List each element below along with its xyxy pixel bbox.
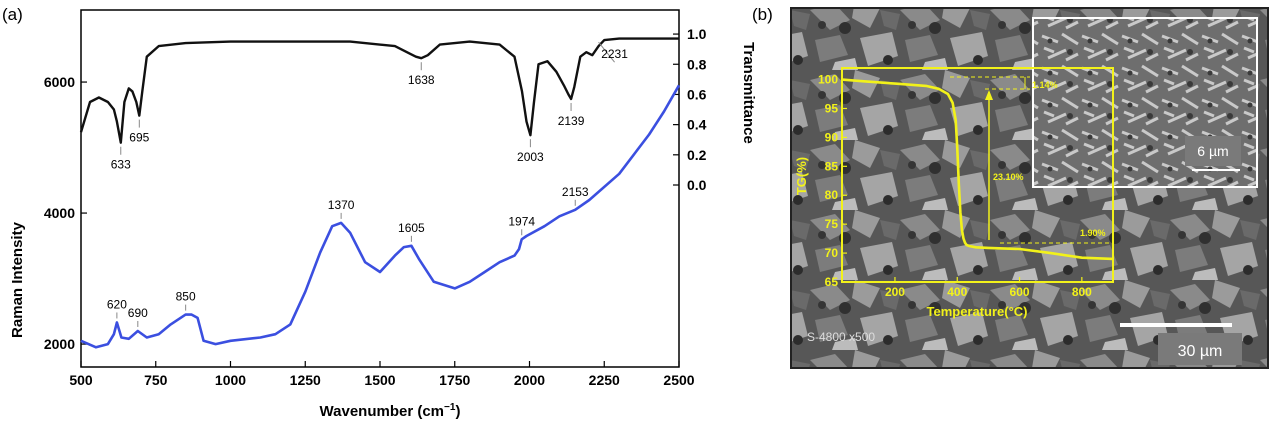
- panel-a-frame: [80, 9, 680, 368]
- peak-label: 1974: [508, 214, 535, 228]
- panel-a-series: [79, 37, 681, 349]
- panel-a-xlabel: Wavenumber (cm−1): [320, 402, 461, 420]
- tg-ylabel: TG(%): [794, 157, 809, 195]
- peak-label: 850: [176, 290, 196, 304]
- inset-scale-box: [1185, 136, 1241, 166]
- peak-label: 633: [111, 158, 131, 172]
- tg-y-tick-label: 75: [825, 217, 839, 231]
- panel-a-ylabel-right: Transmittance: [740, 42, 757, 144]
- ftir-line: [79, 37, 679, 144]
- peak-label: 2003: [517, 150, 544, 164]
- tg-annot-2: 23.10%: [993, 172, 1024, 182]
- panel-a-left-axis: 2000 4000 6000: [44, 74, 87, 352]
- left-tick-label: 4000: [44, 205, 75, 221]
- tg-y-tick-label: 85: [825, 159, 839, 173]
- tg-y-tick-label: 70: [825, 246, 839, 260]
- tg-arrow-head: [985, 90, 993, 100]
- peak-label: 1370: [328, 198, 355, 212]
- tg-xlabel: Temperature(°C): [926, 304, 1027, 319]
- left-tick-label: 6000: [44, 74, 75, 90]
- tg-y-tick-label: 100: [818, 73, 838, 87]
- tg-series: [841, 78, 1114, 261]
- tg-frame: [841, 67, 1114, 283]
- inset-scale-label: 6 µm: [1197, 143, 1228, 159]
- panel-b-label: (b): [752, 5, 773, 24]
- peak-label: 1638: [408, 73, 435, 87]
- x-tick-label: 1000: [215, 372, 246, 388]
- x-tick-label: 2500: [663, 372, 694, 388]
- instrument-label: S-4800 x500: [807, 330, 875, 344]
- panel-a-ylabel-left: Raman Intensity: [9, 221, 26, 338]
- scale-label: 30 µm: [1178, 343, 1223, 360]
- panel-a-label: (a): [2, 5, 23, 24]
- tg-y-tick-label: 65: [825, 275, 839, 289]
- tg-annot-3: 1.90%: [1080, 228, 1106, 238]
- x-tick-label: 1500: [364, 372, 395, 388]
- x-tick-label: 2250: [589, 372, 620, 388]
- x-tick-label: 500: [69, 372, 93, 388]
- left-tick-label: 2000: [44, 336, 75, 352]
- right-tick-label: 0.2: [687, 147, 707, 163]
- right-tick-label: 0.4: [687, 117, 707, 133]
- right-tick-label: 0.6: [687, 86, 707, 102]
- right-tick-label: 0.8: [687, 56, 707, 72]
- tg-y-tick-label: 80: [825, 188, 839, 202]
- scale-box: [1158, 333, 1242, 365]
- tg-x-tick-label: 800: [1072, 285, 1092, 299]
- tg-axes: 200 400 600 800 65 70 75 80 85 90 95 100: [818, 73, 1092, 299]
- panel-a-x-axis: 500 750 1000 1250 1500 1750 2000 2250 2500: [69, 361, 695, 388]
- tg-x-tick-label: 400: [947, 285, 967, 299]
- right-tick-label: 0.0: [687, 177, 707, 193]
- peak-leader: [598, 41, 615, 63]
- x-tick-label: 1750: [439, 372, 470, 388]
- right-tick-label: 1.0: [687, 26, 707, 42]
- tg-line: [841, 78, 1114, 261]
- peak-label: 690: [128, 306, 148, 320]
- peak-label: 1605: [398, 221, 425, 235]
- x-tick-label: 750: [144, 372, 168, 388]
- x-tick-label: 2000: [514, 372, 545, 388]
- peak-label: 2153: [562, 185, 589, 199]
- panel-a-right-axis: 0.0 0.2 0.4 0.6 0.8 1.0: [673, 26, 707, 193]
- x-tick-label: 1250: [290, 372, 321, 388]
- tg-y-tick-label: 90: [825, 130, 839, 144]
- tg-x-tick-label: 600: [1010, 285, 1030, 299]
- tg-annot-1: 1.14%: [1032, 80, 1058, 90]
- raman-line: [80, 84, 681, 349]
- peak-label: 2231: [601, 47, 628, 61]
- peak-label: 620: [107, 297, 127, 311]
- tg-y-tick-label: 95: [825, 101, 839, 115]
- peak-label: 695: [129, 131, 149, 145]
- tg-x-tick-label: 200: [885, 285, 905, 299]
- peak-label: 2139: [558, 114, 585, 128]
